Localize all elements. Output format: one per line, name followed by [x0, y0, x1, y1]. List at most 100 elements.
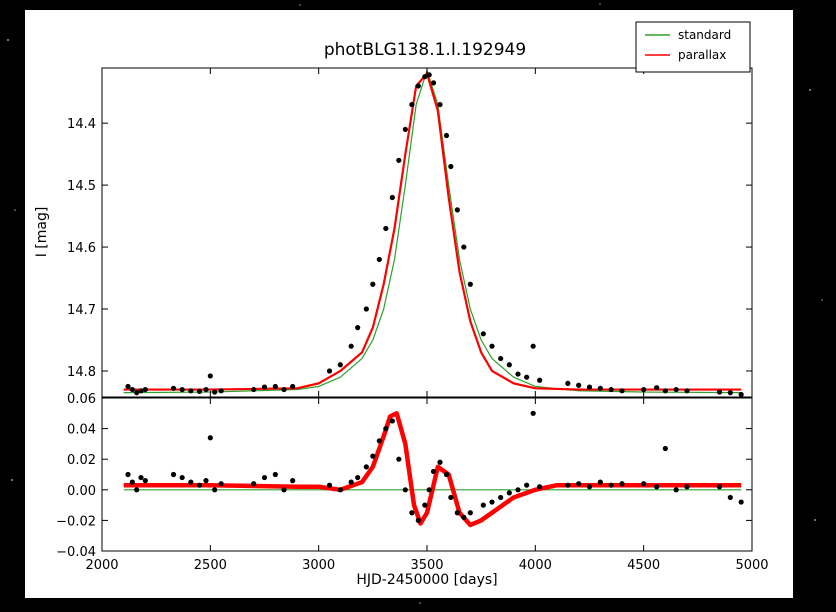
y-tick-label: −0.04 — [56, 545, 96, 560]
y-tick-label: 0.00 — [67, 484, 96, 499]
data-point — [654, 484, 660, 490]
data-point — [218, 481, 224, 487]
data-point — [461, 244, 467, 250]
data-point — [415, 83, 421, 89]
data-point — [467, 281, 473, 287]
data-point — [597, 479, 603, 485]
y-tick-label: 14.4 — [67, 117, 96, 132]
legend: standard parallax — [635, 21, 751, 73]
y-tick-label: 0.02 — [67, 453, 96, 468]
data-point — [203, 478, 209, 484]
data-point — [251, 481, 257, 487]
data-point — [218, 388, 224, 394]
data-point — [498, 355, 504, 362]
data-point — [355, 474, 361, 481]
data-point — [363, 306, 369, 312]
data-point — [430, 468, 437, 475]
data-point — [363, 464, 369, 470]
data-point — [727, 390, 733, 396]
data-point — [196, 482, 203, 488]
data-point — [179, 474, 185, 481]
data-point — [498, 494, 504, 501]
data-point — [489, 499, 495, 505]
data-point — [448, 163, 454, 170]
data-point — [179, 386, 185, 393]
data-point — [515, 371, 521, 377]
x-tick-label: 3500 — [410, 558, 443, 573]
data-point — [188, 479, 194, 485]
data-point — [261, 474, 268, 481]
data-point — [524, 374, 530, 380]
data-point — [402, 126, 408, 132]
data-point — [443, 471, 450, 478]
data-point — [608, 386, 614, 393]
data-point — [207, 435, 213, 441]
data-point — [461, 514, 467, 520]
data-point — [272, 383, 278, 390]
data-point — [454, 510, 460, 516]
y-tick-label: −0.02 — [56, 514, 96, 529]
data-point — [422, 502, 428, 508]
data-point — [537, 484, 543, 490]
data-point — [576, 382, 582, 388]
data-point — [409, 510, 415, 516]
data-point — [337, 487, 343, 493]
data-point — [530, 410, 536, 416]
data-point — [138, 474, 144, 481]
data-point — [376, 256, 382, 263]
data-point — [565, 380, 571, 386]
y-axis-label: I [mag] — [34, 207, 50, 258]
data-point — [355, 325, 361, 331]
data-point — [426, 487, 432, 493]
data-point — [396, 157, 402, 163]
data-point — [170, 385, 177, 391]
data-point — [448, 494, 454, 501]
data-point — [565, 482, 571, 488]
data-point — [188, 388, 194, 394]
data-point — [138, 388, 144, 394]
data-point — [586, 384, 593, 390]
data-point — [716, 484, 723, 490]
x-tick-label: 3000 — [302, 558, 335, 573]
data-point — [196, 388, 203, 395]
data-point — [272, 471, 278, 478]
data-point — [129, 386, 135, 393]
data-point — [402, 487, 408, 493]
data-point — [281, 386, 287, 393]
data-point — [383, 225, 389, 232]
y-tick-label: 14.8 — [67, 365, 96, 380]
data-point — [409, 101, 415, 108]
chart-title: photBLG138.1.I.192949 — [324, 40, 526, 60]
y-tick-label: 14.5 — [67, 179, 96, 194]
data-point — [506, 362, 512, 368]
legend-box — [635, 21, 751, 73]
data-point — [125, 471, 131, 478]
data-point — [530, 343, 536, 349]
data-point — [326, 482, 333, 488]
data-point — [684, 388, 690, 394]
data-point — [662, 388, 668, 394]
data-point — [422, 74, 428, 80]
y-tick-label: 0.04 — [67, 423, 96, 438]
data-point — [203, 386, 209, 393]
data-point — [641, 386, 647, 393]
data-point — [738, 499, 744, 505]
data-point — [261, 384, 268, 390]
data-point — [684, 484, 690, 490]
data-point — [125, 383, 131, 390]
data-point — [396, 456, 402, 462]
data-point — [415, 517, 421, 524]
data-point — [251, 386, 257, 393]
stars — [7, 3, 823, 604]
data-point — [537, 377, 543, 383]
data-point — [515, 487, 521, 493]
data-point — [437, 459, 443, 465]
data-point — [290, 478, 296, 484]
data-point — [467, 510, 473, 516]
data-point — [326, 368, 333, 374]
x-tick-label: 5000 — [735, 558, 768, 573]
data-point — [654, 385, 660, 391]
data-point — [389, 194, 395, 201]
data-point — [673, 487, 679, 493]
